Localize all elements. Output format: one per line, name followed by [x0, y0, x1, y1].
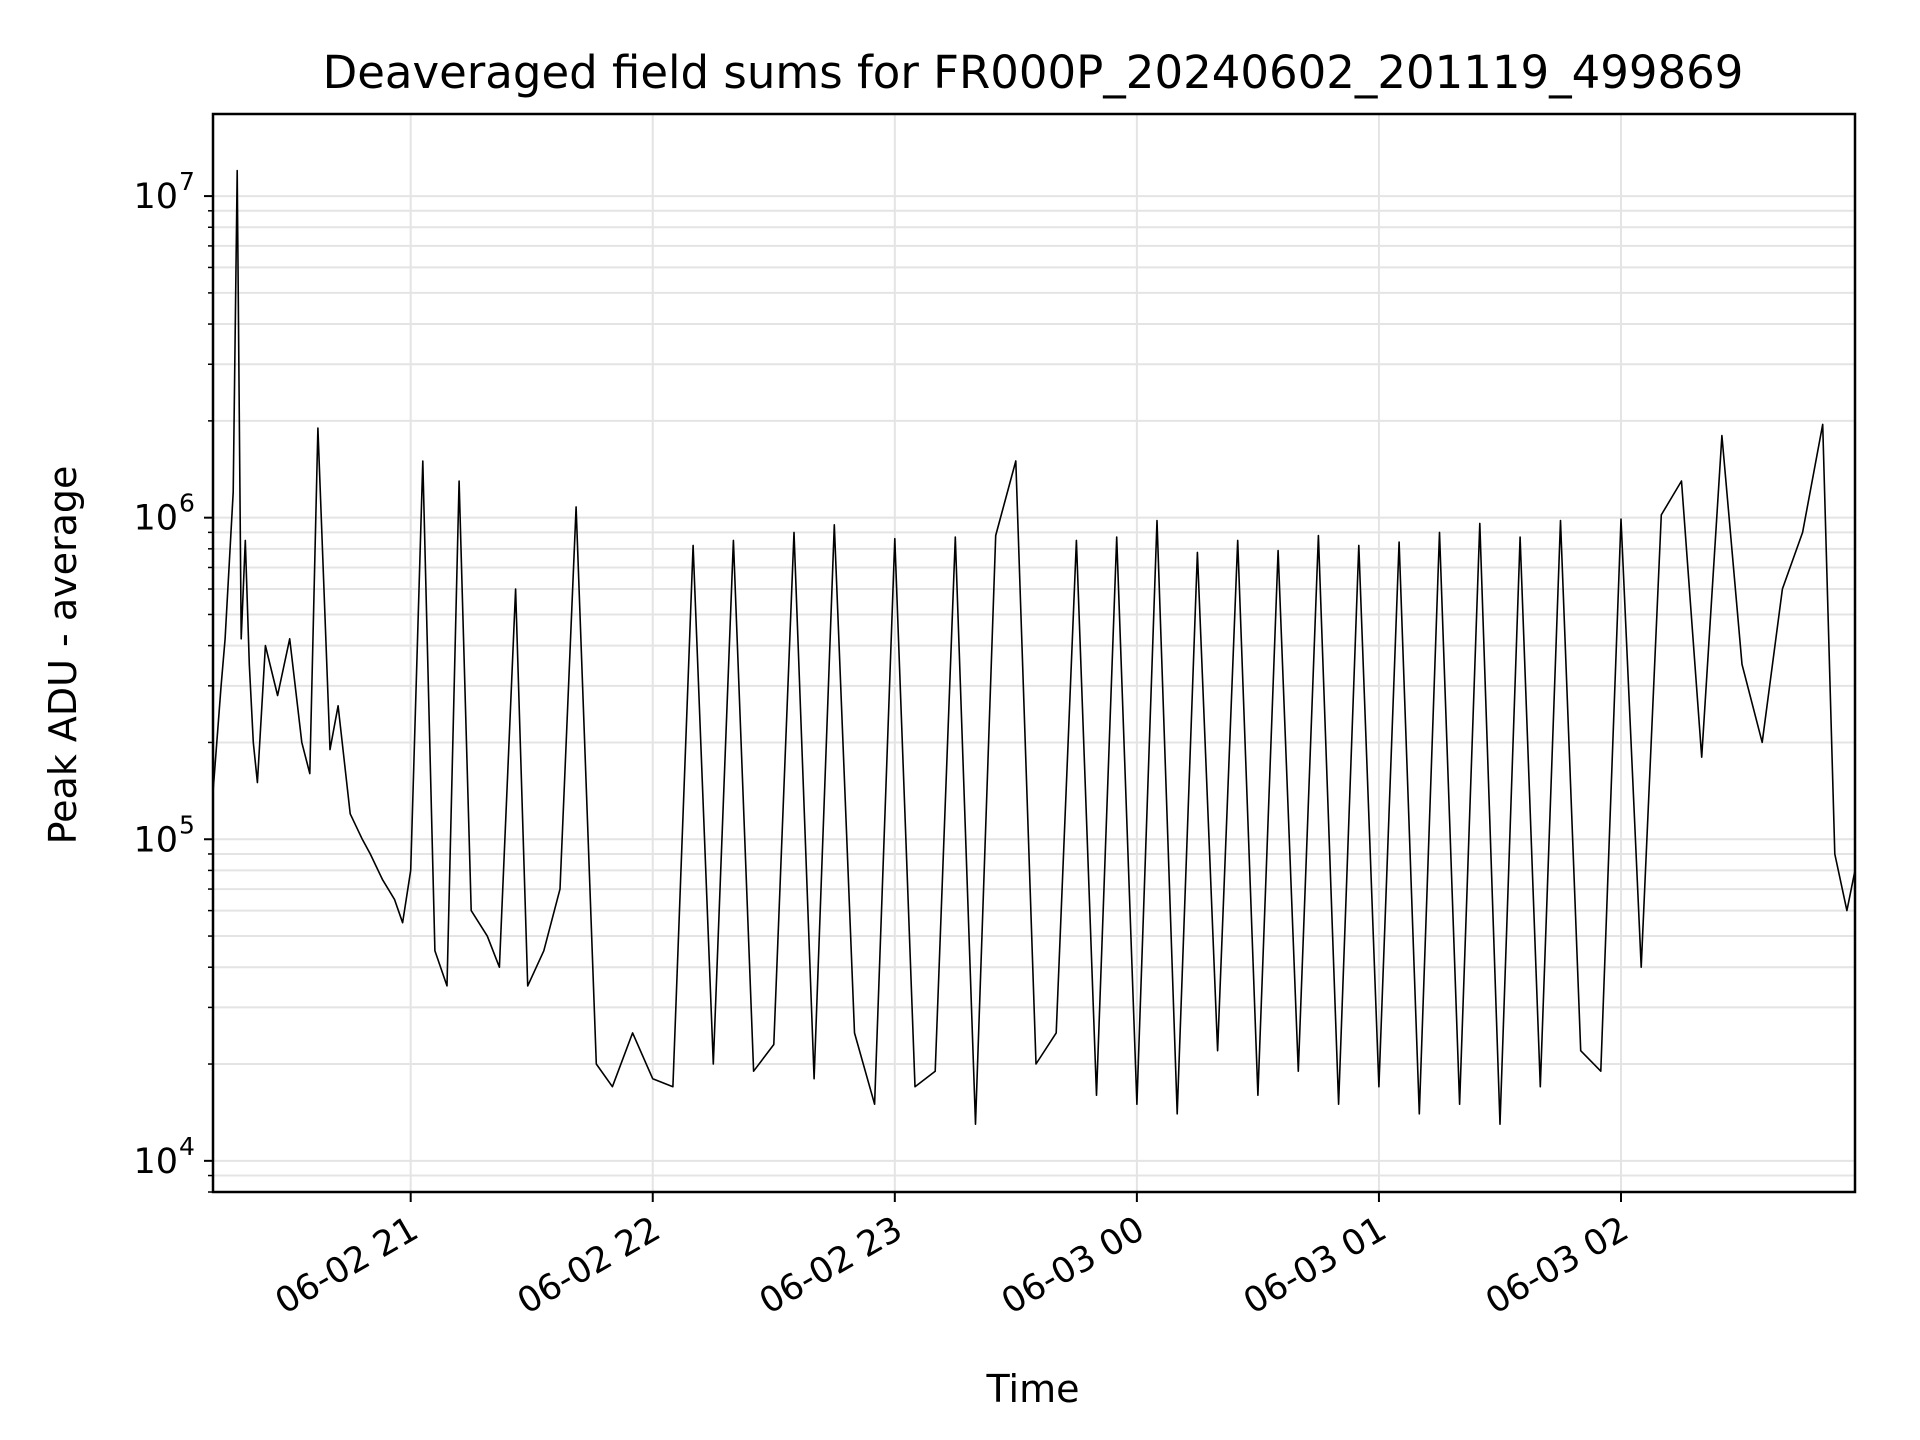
- y-tick-label: 10: [133, 177, 178, 217]
- x-tick-label: 06-02 21: [269, 1209, 425, 1322]
- x-tick-label: 06-03 00: [995, 1209, 1151, 1322]
- x-tick-label: 06-02 23: [753, 1209, 909, 1322]
- x-axis: 06-02 21 06-02 22 06-02 23 06-03 00 06-03 01…: [269, 1192, 1636, 1322]
- y-tick-label: 10: [133, 1142, 178, 1182]
- plot-area: [212, 169, 1856, 1125]
- chart-title: Deaveraged field sums for FR000P_2024060…: [323, 46, 1744, 99]
- grid: [213, 114, 1855, 1193]
- x-axis-label: Time: [986, 1367, 1080, 1411]
- y-axis-label: Peak ADU - average: [41, 466, 85, 845]
- y-tick-label-exponent: 5: [179, 810, 195, 839]
- axes-frame: [211, 112, 1857, 1194]
- y-tick-label: 10: [133, 499, 178, 539]
- y-tick-label-exponent: 6: [179, 489, 195, 518]
- x-tick-label: 06-02 22: [511, 1209, 667, 1322]
- y-tick-label-exponent: 7: [179, 167, 195, 196]
- y-tick-label: 10: [133, 820, 178, 860]
- series-line-0: [212, 169, 1856, 1125]
- y-tick-label-exponent: 4: [179, 1132, 195, 1161]
- x-tick-label: 06-03 01: [1237, 1209, 1393, 1322]
- x-tick-label: 06-03 02: [1479, 1209, 1635, 1322]
